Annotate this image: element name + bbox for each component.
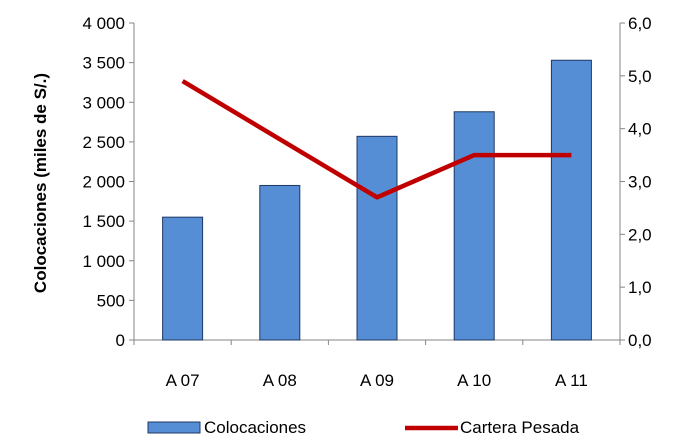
left-tick-label: 3 500 — [82, 54, 125, 73]
y-axis-title: Colocaciones (miles de S/.) — [31, 73, 50, 293]
category-label: A 08 — [263, 371, 297, 390]
right-tick-label: 5,0 — [628, 67, 652, 86]
right-tick-label: 6,0 — [628, 14, 652, 33]
right-tick-label: 4,0 — [628, 120, 652, 139]
right-tick-labels: 0,0 1,0 2,0 3,0 4,0 5,0 6,0 — [628, 14, 652, 350]
right-tick-label: 0,0 — [628, 331, 652, 350]
left-tick-label: 4 000 — [82, 14, 125, 33]
right-tick-label: 2,0 — [628, 225, 652, 244]
category-label: A 09 — [360, 371, 394, 390]
left-tick-label: 1 500 — [82, 212, 125, 231]
bar-series — [163, 60, 592, 340]
category-label: A 07 — [166, 371, 200, 390]
category-label: A 10 — [457, 371, 491, 390]
right-tick-label: 3,0 — [628, 173, 652, 192]
left-tick-label: 2 500 — [82, 133, 125, 152]
category-label: A 11 — [555, 371, 588, 390]
bar — [260, 185, 300, 340]
bar — [551, 60, 591, 340]
bar — [357, 136, 397, 340]
legend: Colocaciones Cartera Pesada — [148, 418, 580, 437]
right-tick-label: 1,0 — [628, 278, 652, 297]
left-tick-label: 0 — [116, 331, 125, 350]
bar — [454, 112, 494, 340]
category-labels: A 07 A 08 A 09 A 10 A 11 — [166, 371, 588, 390]
left-tick-label: 3 000 — [82, 93, 125, 112]
legend-label-colocaciones: Colocaciones — [204, 418, 306, 437]
legend-label-cartera-pesada: Cartera Pesada — [460, 418, 580, 437]
left-tick-labels: 0 500 1 000 1 500 2 000 2 500 3 000 3 500 4 000 — [82, 14, 125, 350]
left-tick-label: 2 000 — [82, 173, 125, 192]
bar — [163, 217, 203, 340]
left-tick-label: 500 — [97, 291, 125, 310]
left-tick-label: 1 000 — [82, 252, 125, 271]
legend-swatch-colocaciones — [148, 422, 200, 433]
